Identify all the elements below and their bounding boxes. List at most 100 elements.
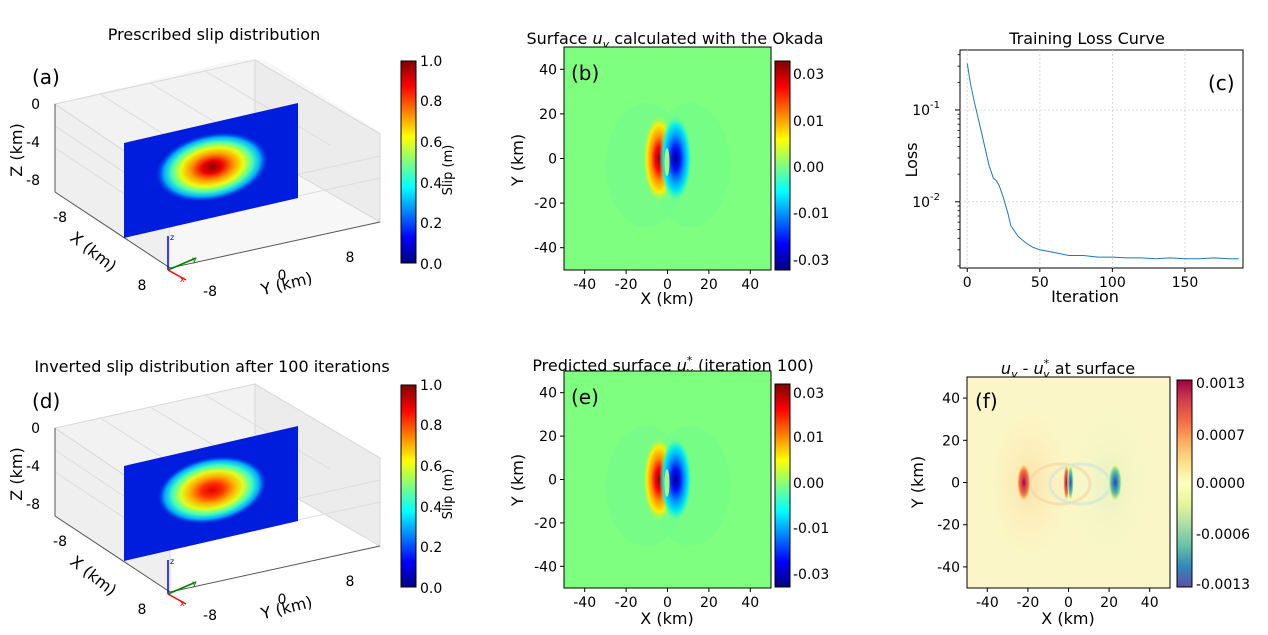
y-tick-label: 10-2 bbox=[912, 192, 940, 211]
triad-label: y bbox=[192, 579, 197, 588]
panel-e-colorbar: 0.03 0.01 0.00 -0.01 -0.03 bbox=[774, 383, 829, 588]
title-sup: * bbox=[687, 354, 693, 367]
y-tick-label: -20 bbox=[534, 196, 557, 212]
colorbar-tick: 1.0 bbox=[420, 54, 442, 70]
triad-label: y bbox=[192, 255, 197, 264]
panel-d-fault-plane bbox=[124, 426, 298, 561]
colorbar-tick: 0.0 bbox=[420, 581, 442, 597]
title-sub: y bbox=[602, 38, 610, 51]
y-tick-label: 0 bbox=[951, 476, 960, 492]
title-sub: y bbox=[1042, 368, 1050, 381]
triad-label: z bbox=[170, 233, 174, 242]
panel-d-axis-triad: z y x bbox=[167, 557, 197, 608]
y-tick-label: 40 bbox=[539, 386, 557, 402]
colorbar-tick: 0.6 bbox=[420, 459, 442, 475]
colorbar-tick: 0.0007 bbox=[1196, 428, 1245, 444]
colorbar-tick: 0.0 bbox=[420, 257, 442, 273]
y-axis-label: Y (km) bbox=[908, 456, 927, 509]
panel-b-title: Surface uy calculated with the Okada bbox=[526, 29, 823, 51]
panel-a-label: (a) bbox=[32, 65, 60, 89]
panel-f: uy - u* y at surface (f) -40 -20 0 20 4040200… bbox=[908, 357, 1250, 628]
z-tick: -8 bbox=[26, 173, 40, 189]
x-tick-label: 20 bbox=[700, 595, 718, 611]
title-var: u bbox=[1034, 359, 1044, 378]
colorbar-tick: 0.6 bbox=[420, 135, 442, 151]
x-tick: -8 bbox=[53, 534, 67, 550]
y-tick-label: 20 bbox=[942, 433, 960, 449]
colorbar-tick: 0.03 bbox=[793, 386, 824, 402]
panel-c-ticks: 0 50 100 150 10-1 10-2 bbox=[912, 54, 1199, 291]
x-tick-label: 40 bbox=[741, 277, 759, 293]
panel-a-fault-plane bbox=[124, 103, 298, 238]
panel-c-plot-area bbox=[959, 49, 1244, 269]
colorbar-tick: -0.03 bbox=[793, 253, 829, 269]
triad-label: x bbox=[180, 599, 185, 608]
x-tick: 8 bbox=[138, 602, 147, 618]
y-tick-label: 10-1 bbox=[912, 100, 940, 119]
x-tick-label: -20 bbox=[615, 595, 638, 611]
y-axis-label: Y (km) bbox=[508, 454, 527, 507]
panel-c-grid bbox=[960, 50, 1243, 268]
y-tick: 8 bbox=[346, 250, 355, 266]
panel-b-label: (b) bbox=[571, 61, 599, 85]
colorbar-label: Slip (m) bbox=[441, 145, 456, 196]
x-tick-label: -20 bbox=[1016, 595, 1039, 611]
title-part: calculated with the Okada bbox=[609, 29, 823, 48]
x-axis-label: X (km) bbox=[67, 552, 121, 600]
colorbar-tick: -0.01 bbox=[793, 521, 829, 537]
x-tick-label: 40 bbox=[1141, 595, 1159, 611]
y-tick-label: -40 bbox=[534, 241, 557, 257]
colorbar-tick: 0.4 bbox=[420, 500, 442, 516]
panel-e-heatmap bbox=[564, 371, 771, 588]
triad-label: z bbox=[170, 557, 174, 566]
colorbar-tick: 0.8 bbox=[420, 418, 442, 434]
panel-c: Training Loss Curve 0 50 100 150 10-1 10-2 (c… bbox=[902, 29, 1244, 306]
colorbar-tick: 0.2 bbox=[420, 216, 442, 232]
panel-a-colorbar: 1.0 0.8 0.6 0.4 0.2 0.0 Slip (m) bbox=[400, 54, 456, 273]
z-axis-label: Z (km) bbox=[7, 447, 26, 500]
colorbar-tick: -0.03 bbox=[793, 567, 829, 583]
y-tick-label: -40 bbox=[937, 560, 960, 576]
colorbar-tick: 0.01 bbox=[793, 114, 824, 130]
title-var: u bbox=[677, 356, 687, 375]
z-tick: -8 bbox=[26, 497, 40, 513]
y-tick-label: 20 bbox=[539, 429, 557, 445]
colorbar-tick: 1.0 bbox=[420, 378, 442, 394]
panel-d: Inverted slip distribution after 100 ite… bbox=[7, 357, 456, 624]
y-tick-label: -20 bbox=[937, 518, 960, 534]
triad-label: x bbox=[180, 275, 185, 284]
panel-d-slip-patch bbox=[156, 455, 268, 525]
x-tick-label: -20 bbox=[615, 277, 638, 293]
title-part: Predicted surface bbox=[532, 356, 676, 375]
colorbar-tick: 0.2 bbox=[420, 540, 442, 556]
colorbar-label: Slip (m) bbox=[441, 469, 456, 520]
panel-f-colorbar: 0.0013 0.0007 0.0000 -0.0006 -0.0013 bbox=[1176, 376, 1250, 593]
title-part: (iteration 100) bbox=[693, 356, 814, 375]
residual-positive bbox=[1016, 462, 1032, 503]
x-axis-label: Iteration bbox=[1051, 287, 1119, 306]
y-tick-label: 0 bbox=[548, 152, 557, 168]
z-axis-label: Z (km) bbox=[7, 123, 26, 176]
panel-a-title: Prescribed slip distribution bbox=[108, 25, 320, 44]
panel-b-ticks: -40 -20 0 20 40 40 20 0 -20 -40 bbox=[534, 62, 759, 293]
colorbar-tick: 0.01 bbox=[793, 430, 824, 446]
colorbar-tick: 0.8 bbox=[420, 94, 442, 110]
x-axis-label: X (km) bbox=[640, 289, 693, 308]
y-tick-label: 40 bbox=[942, 391, 960, 407]
colorbar-tick: 0.03 bbox=[793, 67, 824, 83]
panel-e: Predicted surface u*y (iteration 100) (e… bbox=[508, 354, 829, 628]
panel-e-title: Predicted surface u*y (iteration 100) bbox=[532, 354, 813, 378]
title-part: - bbox=[1018, 359, 1034, 378]
panel-b: Surface uy calculated with the Okada (b)… bbox=[508, 29, 829, 308]
y-tick-label: -40 bbox=[534, 559, 557, 575]
z-tick: 0 bbox=[31, 97, 40, 113]
y-tick: -8 bbox=[203, 608, 217, 624]
x-tick-label: -40 bbox=[573, 595, 596, 611]
loss-series-line bbox=[966, 63, 1239, 260]
x-tick: 8 bbox=[138, 278, 147, 294]
panel-a-slip-patch bbox=[154, 131, 270, 203]
x-tick-label: 150 bbox=[1172, 275, 1199, 291]
x-tick-label: 0 bbox=[663, 277, 672, 293]
title-part: Surface bbox=[526, 29, 592, 48]
x-axis-label: X (km) bbox=[67, 228, 121, 276]
